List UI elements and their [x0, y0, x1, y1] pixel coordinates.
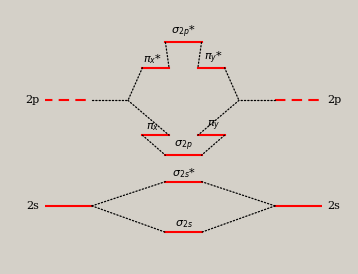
Text: $\pi_{x}$: $\pi_{x}$: [146, 121, 160, 133]
Text: 2p: 2p: [25, 95, 39, 105]
Text: $\pi_{y}$: $\pi_{y}$: [207, 119, 221, 133]
Text: $\sigma_{2p}$: $\sigma_{2p}$: [174, 139, 193, 153]
Text: 2s: 2s: [328, 201, 340, 211]
Text: $\sigma_{2s}$*: $\sigma_{2s}$*: [171, 166, 195, 179]
Text: $\sigma_{2s}$: $\sigma_{2s}$: [175, 218, 192, 230]
Text: 2s: 2s: [26, 201, 39, 211]
Text: $\pi_{y}$*: $\pi_{y}$*: [204, 49, 223, 65]
Text: 2p: 2p: [328, 95, 342, 105]
Text: $\pi_{x}$*: $\pi_{x}$*: [144, 52, 163, 65]
Text: $\sigma_{2p}$*: $\sigma_{2p}$*: [171, 24, 196, 40]
